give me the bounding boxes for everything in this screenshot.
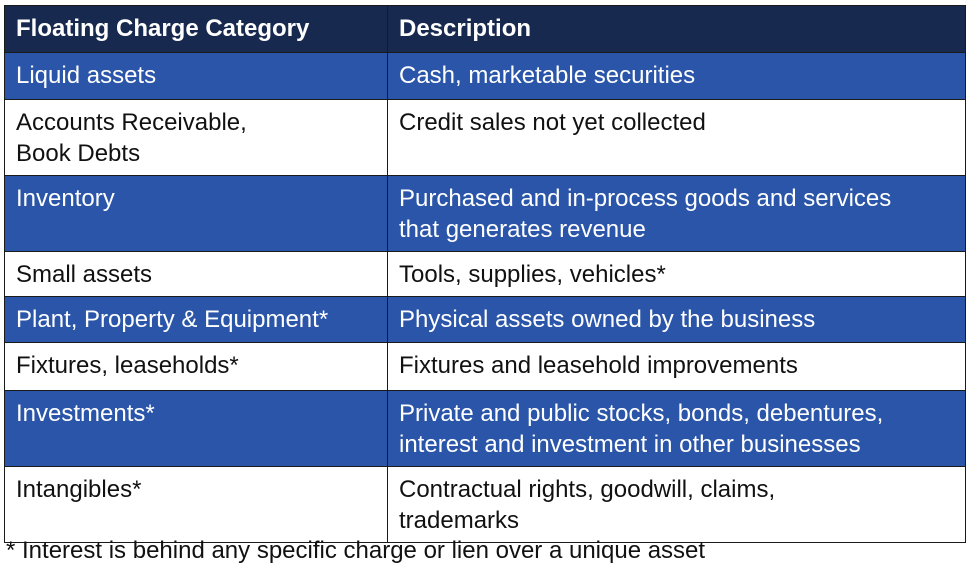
description-text: Purchased and in-process goods and servi…	[399, 185, 892, 212]
table-row: Accounts Receivable, Book Debts Credit s…	[4, 99, 966, 176]
description-cell: Physical assets owned by the business	[387, 296, 966, 343]
description-cell: Tools, supplies, vehicles*	[387, 251, 966, 297]
category-cell: Intangibles*	[4, 466, 388, 543]
category-text: Fixtures, leaseholds*	[16, 352, 239, 379]
category-cell: Plant, Property & Equipment*	[4, 296, 388, 343]
description-cell: Purchased and in-process goods and servi…	[387, 175, 966, 252]
category-text: Inventory	[16, 185, 115, 212]
description-cell: Cash, marketable securities	[387, 52, 966, 100]
table-row: Intangibles* Contractual rights, goodwil…	[4, 466, 966, 543]
category-cell: Liquid assets	[4, 52, 388, 100]
category-text: Intangibles*	[16, 476, 142, 503]
description-text: Contractual rights, goodwill, claims,	[399, 476, 776, 503]
footnote: * Interest is behind any specific charge…	[6, 537, 706, 564]
description-text: Tools, supplies, vehicles*	[399, 261, 666, 288]
description-text: Physical assets owned by the business	[399, 306, 816, 333]
category-cell: Accounts Receivable, Book Debts	[4, 99, 388, 176]
category-text: Plant, Property & Equipment*	[16, 306, 329, 333]
description-cell: Fixtures and leasehold improvements	[387, 342, 966, 391]
category-text: Book Debts	[16, 140, 141, 167]
category-text: Accounts Receivable,	[16, 109, 247, 136]
description-text: Credit sales not yet collected	[399, 109, 706, 136]
table-row: Inventory Purchased and in-process goods…	[4, 175, 966, 252]
category-text: Liquid assets	[16, 62, 157, 89]
table-row: Plant, Property & Equipment* Physical as…	[4, 296, 966, 343]
floating-charge-table: Floating Charge Category Description Liq…	[4, 5, 966, 543]
category-cell: Inventory	[4, 175, 388, 252]
table-row: Small assets Tools, supplies, vehicles*	[4, 251, 966, 297]
description-cell: Contractual rights, goodwill, claims, tr…	[387, 466, 966, 543]
description-cell: Private and public stocks, bonds, debent…	[387, 390, 966, 467]
table-row: Investments* Private and public stocks, …	[4, 390, 966, 467]
description-text: Private and public stocks, bonds, debent…	[399, 400, 884, 427]
description-cell: Credit sales not yet collected	[387, 99, 966, 176]
category-cell: Investments*	[4, 390, 388, 467]
header-description: Description	[387, 5, 966, 53]
description-text: trademarks	[399, 507, 520, 534]
description-text: Cash, marketable securities	[399, 62, 696, 89]
description-text: that generates revenue	[399, 216, 646, 243]
description-text: Fixtures and leasehold improvements	[399, 352, 798, 379]
category-text: Investments*	[16, 400, 155, 427]
table-row: Liquid assets Cash, marketable securitie…	[4, 52, 966, 100]
category-cell: Small assets	[4, 251, 388, 297]
table-header-row: Floating Charge Category Description	[4, 5, 966, 53]
category-text: Small assets	[16, 261, 153, 288]
header-category: Floating Charge Category	[4, 5, 388, 53]
description-text: interest and investment in other busines…	[399, 431, 861, 458]
table-row: Fixtures, leaseholds* Fixtures and lease…	[4, 342, 966, 391]
category-cell: Fixtures, leaseholds*	[4, 342, 388, 391]
